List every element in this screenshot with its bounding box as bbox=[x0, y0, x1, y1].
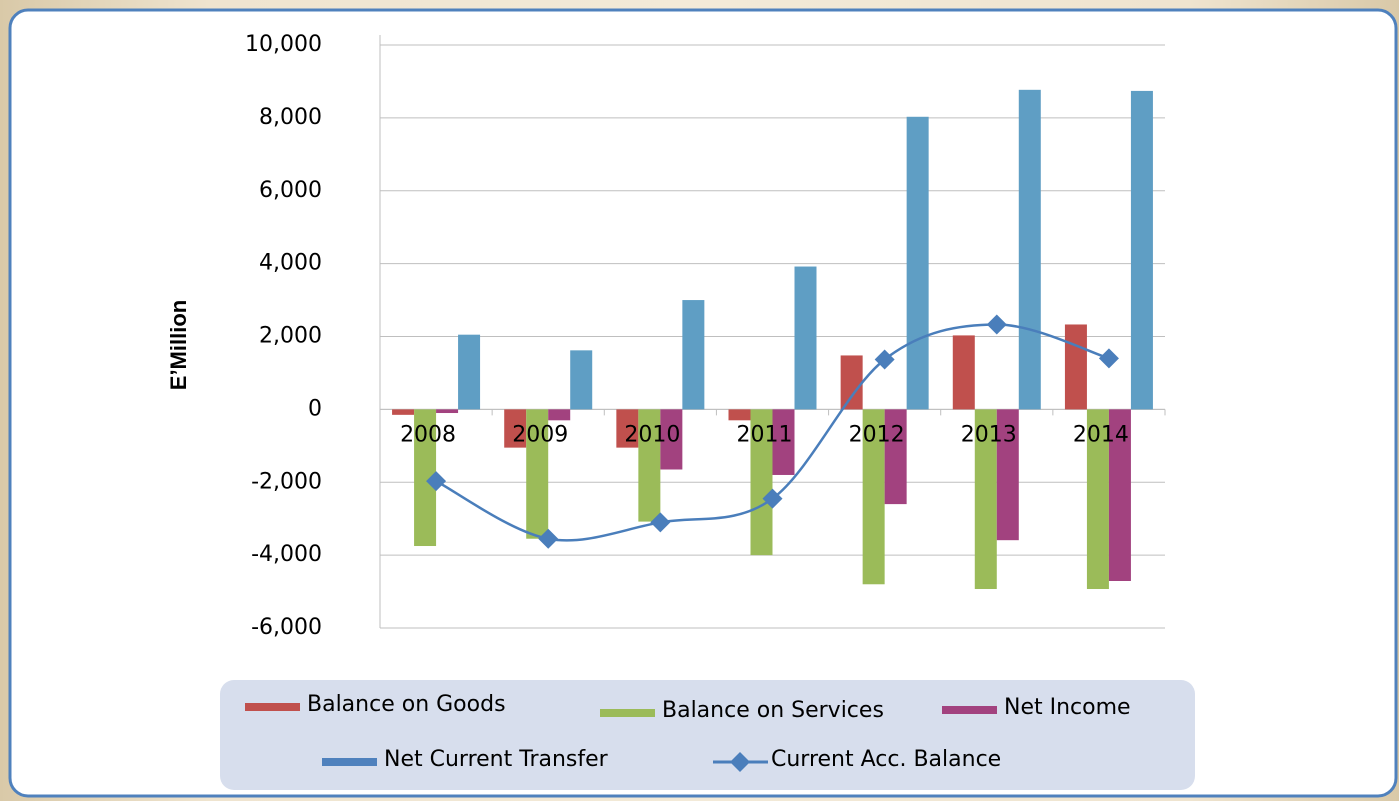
bar bbox=[728, 409, 751, 421]
y-tick-label: -6,000 bbox=[251, 615, 322, 640]
bar bbox=[682, 300, 705, 410]
y-tick-label: 4,000 bbox=[259, 251, 322, 276]
bar bbox=[996, 409, 1019, 541]
bar bbox=[794, 266, 817, 410]
marker bbox=[650, 512, 671, 533]
bar bbox=[436, 409, 459, 414]
bar bbox=[862, 409, 885, 585]
bar bbox=[1018, 89, 1041, 410]
legend-swatch bbox=[322, 758, 377, 766]
bar bbox=[548, 409, 571, 421]
bar bbox=[884, 409, 907, 505]
marker bbox=[874, 349, 895, 370]
bar bbox=[458, 334, 481, 410]
bar bbox=[1086, 409, 1109, 590]
marker bbox=[1098, 348, 1119, 369]
bar bbox=[392, 409, 415, 415]
x-tick-label: 2013 bbox=[961, 422, 1017, 447]
legend-swatch bbox=[600, 709, 655, 717]
y-axis-label: E’Million bbox=[166, 300, 191, 390]
y-tick-label: 8,000 bbox=[259, 105, 322, 130]
legend-swatch bbox=[942, 706, 997, 714]
bar bbox=[1108, 409, 1131, 581]
bar bbox=[660, 409, 683, 470]
legend-swatch bbox=[245, 703, 300, 711]
marker bbox=[538, 528, 559, 549]
legend-label: Net Income bbox=[1004, 695, 1131, 720]
legend-label: Net Current Transfer bbox=[384, 747, 609, 772]
bar bbox=[750, 409, 773, 556]
bar bbox=[952, 335, 975, 410]
y-tick-label: -4,000 bbox=[251, 542, 322, 567]
x-tick-label: 2010 bbox=[624, 422, 680, 447]
bar bbox=[1130, 90, 1153, 410]
bar bbox=[974, 409, 997, 590]
y-tick-label: 10,000 bbox=[245, 32, 322, 57]
bar bbox=[570, 350, 593, 410]
bar bbox=[616, 409, 639, 448]
y-tick-label: 2,000 bbox=[259, 324, 322, 349]
y-tick-label: 0 bbox=[308, 396, 322, 421]
legend-label: Balance on Services bbox=[662, 698, 884, 723]
bar bbox=[1064, 324, 1087, 410]
marker bbox=[426, 471, 447, 492]
legend-label: Current Acc. Balance bbox=[771, 747, 1001, 772]
bar bbox=[906, 116, 929, 410]
bar bbox=[414, 409, 437, 547]
y-tick-label: -2,000 bbox=[251, 469, 322, 494]
marker bbox=[762, 488, 783, 509]
bar bbox=[772, 409, 795, 475]
legend-swatch bbox=[730, 752, 750, 772]
bar bbox=[526, 409, 549, 539]
bar bbox=[840, 355, 863, 410]
marker bbox=[986, 314, 1007, 335]
x-tick-label: 2011 bbox=[737, 422, 793, 447]
legend-label: Balance on Goods bbox=[307, 692, 506, 717]
x-tick-label: 2014 bbox=[1073, 422, 1129, 447]
x-tick-label: 2008 bbox=[400, 422, 456, 447]
y-tick-label: 6,000 bbox=[259, 178, 322, 203]
bar bbox=[504, 409, 527, 448]
x-tick-label: 2012 bbox=[849, 422, 905, 447]
bar bbox=[638, 409, 661, 522]
x-tick-label: 2009 bbox=[512, 422, 568, 447]
